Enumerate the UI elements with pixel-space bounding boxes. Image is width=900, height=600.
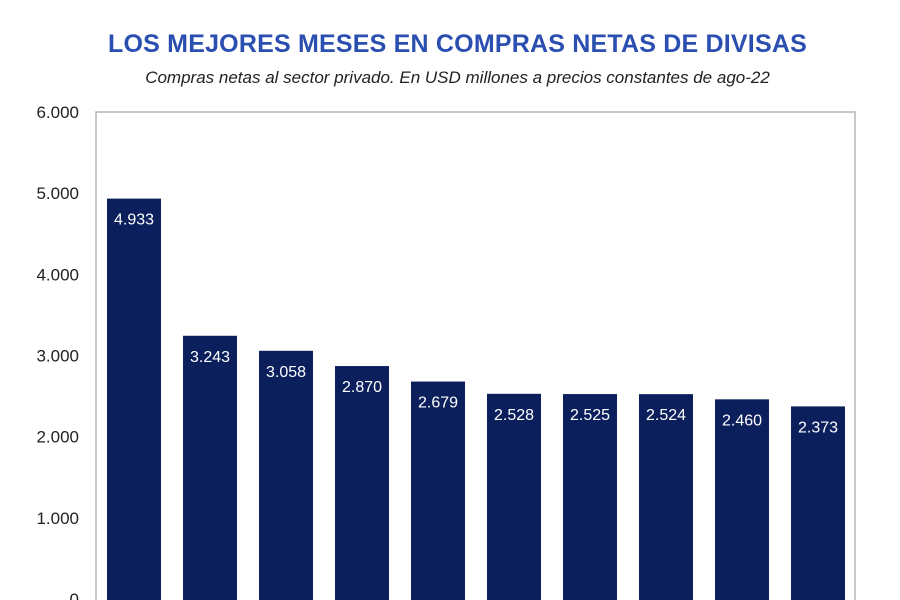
y-tick-label: 5.000 xyxy=(36,184,79,203)
data-label: 2.524 xyxy=(646,407,686,424)
y-tick-label: 1.000 xyxy=(36,509,79,528)
data-label: 2.525 xyxy=(570,407,610,424)
bar xyxy=(183,335,237,600)
data-label: 2.460 xyxy=(722,412,762,429)
bar xyxy=(487,393,541,600)
bar xyxy=(335,366,389,600)
bar xyxy=(411,381,465,600)
y-tick-label: 2.000 xyxy=(36,428,79,447)
bar xyxy=(715,399,769,600)
bar xyxy=(259,350,313,600)
chart-title: LOS MEJORES MESES EN COMPRAS NETAS DE DI… xyxy=(108,30,807,58)
y-tick-label: 3.000 xyxy=(36,347,79,366)
data-label: 2.528 xyxy=(494,407,534,424)
data-label: 2.679 xyxy=(418,395,458,412)
y-tick-label: 0 xyxy=(70,590,79,600)
data-label: 3.058 xyxy=(266,364,306,381)
chart-subtitle: Compras netas al sector privado. En USD … xyxy=(145,68,770,87)
bar xyxy=(107,198,161,600)
bar xyxy=(639,394,693,600)
y-tick-label: 4.000 xyxy=(36,265,79,284)
bar xyxy=(563,394,617,600)
plot-frame xyxy=(95,111,856,600)
data-label: 2.373 xyxy=(798,419,838,436)
data-label: 3.243 xyxy=(190,349,230,366)
data-label: 2.870 xyxy=(342,379,382,396)
bar xyxy=(791,406,845,600)
y-tick-label: 6.000 xyxy=(36,103,79,122)
data-label: 4.933 xyxy=(114,212,154,229)
